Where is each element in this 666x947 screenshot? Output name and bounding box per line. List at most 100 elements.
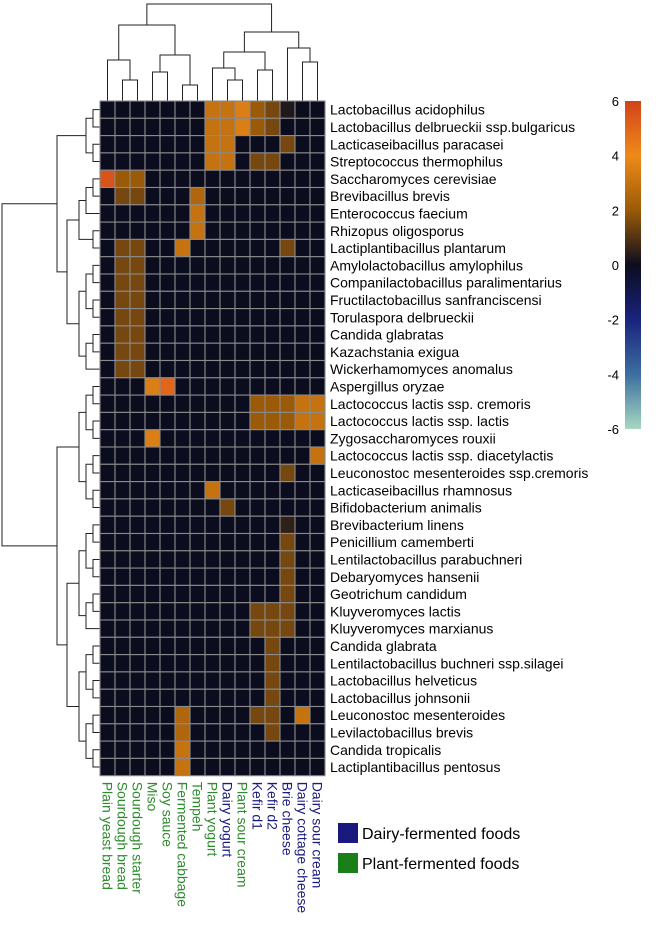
- heatmap-cell: [279, 463, 296, 483]
- heatmap-cell: [309, 619, 326, 638]
- heatmap-cell: [294, 377, 311, 396]
- heatmap-cell: [219, 256, 236, 275]
- heatmap-cell: [144, 221, 161, 240]
- heatmap-cell: [189, 100, 206, 119]
- heatmap-cell: [219, 135, 236, 154]
- row-label-kluyveromyces-marxianus: Kluyveromyces marxianus: [330, 621, 493, 637]
- heatmap-cell: [249, 290, 266, 310]
- heatmap-cell: [219, 515, 236, 535]
- heatmap-cell: [249, 308, 266, 327]
- heatmap-cell: [249, 671, 266, 690]
- column-dendrogram: [107, 3, 318, 101]
- heatmap-cell: [204, 221, 221, 240]
- heatmap-cell: [189, 567, 206, 586]
- heatmap-cell: [174, 359, 191, 379]
- heatmap-cell: [159, 152, 176, 171]
- heatmap-cell: [264, 308, 281, 327]
- heatmap-cell: [204, 308, 221, 327]
- heatmap-cell: [204, 238, 221, 258]
- heatmap-cell: [114, 238, 131, 258]
- dendrogram-branch: [85, 394, 93, 431]
- heatmap-cell: [294, 221, 311, 240]
- row-label-lactococcus-lactis-ssp-lactis: Lactococcus lactis ssp. lactis: [330, 413, 509, 429]
- heatmap-cell: [99, 152, 116, 171]
- heatmap-cell: [309, 411, 326, 431]
- row-label-amylolactobacillus-amylophilus: Amylolactobacillus amylophilus: [330, 257, 523, 273]
- heatmap-cell: [189, 498, 206, 517]
- heatmap-cell: [99, 325, 116, 344]
- row-label-lentilactobacillus-parabuchneri: Lentilactobacillus parabuchneri: [330, 551, 522, 567]
- heatmap-cell: [219, 636, 236, 656]
- row-label-zygosaccharomyces-rouxii: Zygosaccharomyces rouxii: [330, 430, 496, 446]
- heatmap-cell: [174, 636, 191, 656]
- heatmap-cell: [249, 446, 266, 465]
- dendrogram-branch: [92, 230, 100, 249]
- heatmap-cell: [174, 532, 191, 552]
- heatmap-cell: [159, 100, 176, 119]
- heatmap-cell: [189, 169, 206, 189]
- row-label-leuconostoc-mesenteroides-ssp-cremoris: Leuconostoc mesenteroides ssp.cremoris: [330, 465, 588, 481]
- heatmap-cell: [309, 394, 326, 413]
- column-label-fermented-cabbage: Fermented cabbage: [175, 782, 191, 908]
- heatmap-cell: [159, 308, 176, 327]
- heatmap-cell: [234, 273, 251, 292]
- heatmap-cell: [234, 394, 251, 413]
- heatmap-cell: [144, 705, 161, 725]
- heatmap-cell: [189, 636, 206, 656]
- heatmap-cell: [309, 532, 326, 552]
- heatmap-cell: [264, 429, 281, 448]
- heatmap-cell: [144, 602, 161, 621]
- heatmap-cell: [219, 152, 236, 171]
- heatmap-cell: [279, 671, 296, 690]
- heatmap-cell: [144, 481, 161, 500]
- heatmap-cell: [114, 654, 131, 673]
- heatmap-cell: [129, 463, 146, 483]
- heatmap-cell: [279, 377, 296, 396]
- legend-swatch-dairy: [338, 823, 358, 843]
- heatmap-cell: [249, 705, 266, 725]
- heatmap-cell: [204, 325, 221, 344]
- heatmap-cell: [279, 290, 296, 310]
- heatmap-cell: [279, 100, 296, 119]
- heatmap-cell: [204, 152, 221, 171]
- heatmap-cell: [114, 135, 131, 154]
- heatmap-cell: [144, 325, 161, 344]
- heatmap-cell: [219, 238, 236, 258]
- heatmap-cell: [189, 325, 206, 344]
- heatmap-cell: [129, 636, 146, 656]
- heatmap-cell: [144, 135, 161, 154]
- heatmap-cell: [159, 204, 176, 223]
- heatmap-cell: [294, 186, 311, 206]
- heatmap-cell: [144, 584, 161, 604]
- heatmap-cell: [129, 671, 146, 690]
- heatmap-cell: [99, 342, 116, 362]
- heatmap-cell: [189, 290, 206, 310]
- heatmap-cell: [234, 221, 251, 240]
- heatmap-cell: [279, 273, 296, 292]
- row-label-lactobacillus-helveticus: Lactobacillus helveticus: [330, 673, 477, 689]
- row-label-fructilactobacillus-sanfranciscensi: Fructilactobacillus sanfranciscensi: [330, 292, 542, 308]
- color-scale-tick: -6: [607, 422, 619, 437]
- heatmap-cell: [234, 532, 251, 552]
- heatmap-cell: [264, 481, 281, 500]
- heatmap-cell: [219, 221, 236, 240]
- heatmap-cell: [174, 619, 191, 638]
- heatmap-cell: [219, 654, 236, 673]
- heatmap-cell: [264, 325, 281, 344]
- group-legend: Dairy-fermented foods Plant-fermented foo…: [338, 823, 520, 873]
- heatmap-cell: [309, 342, 326, 362]
- heatmap-cell: [129, 290, 146, 310]
- heatmap-cell: [174, 602, 191, 621]
- heatmap-cell: [234, 411, 251, 431]
- heatmap-cell: [309, 117, 326, 137]
- heatmap-cell: [294, 342, 311, 362]
- heatmap-cell: [159, 705, 176, 725]
- heatmap-cell: [99, 757, 116, 777]
- heatmap-cell: [174, 135, 191, 154]
- heatmap-cell: [159, 532, 176, 552]
- heatmap-cell: [309, 498, 326, 517]
- heatmap-cell: [219, 532, 236, 552]
- heatmap-cell: [174, 325, 191, 344]
- heatmap-cell: [129, 221, 146, 240]
- heatmap-cell: [234, 705, 251, 725]
